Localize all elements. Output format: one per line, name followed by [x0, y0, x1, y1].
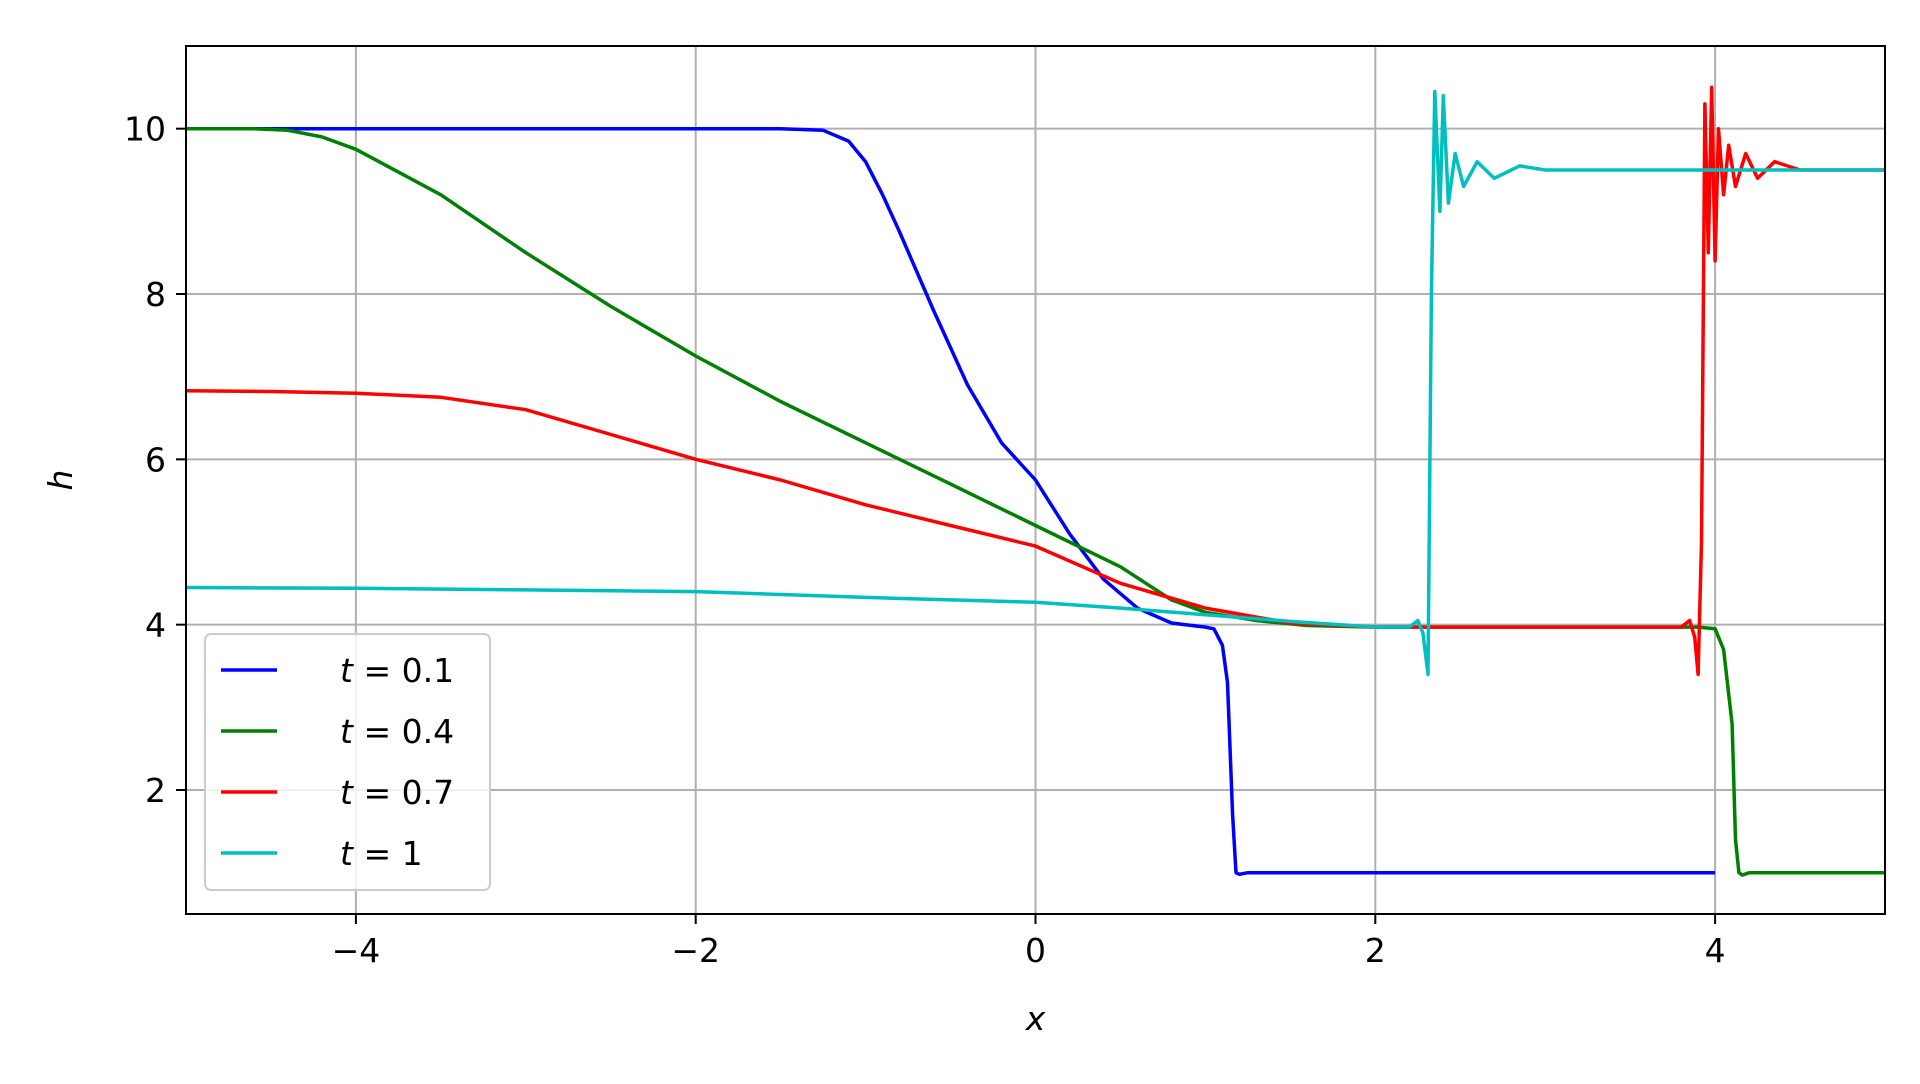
series-lines: [185, 85, 1885, 877]
legend-entry-label: t = 0.1: [340, 651, 454, 690]
x-tick-label: 2: [1365, 931, 1386, 970]
legend: t = 0.1 t = 0.4 t = 0.7 t = 1: [204, 633, 491, 891]
y-tick-label: 10: [124, 110, 166, 149]
legend-entry-label: t = 0.7: [340, 773, 454, 812]
series-line-2: [186, 126, 1885, 877]
legend-entry-label: t = 0.4: [340, 712, 454, 751]
series-line-4: [185, 89, 1885, 677]
y-axis-label: h: [41, 470, 80, 491]
axis-ticks: −4 −2 0 2 4 2 4 6 8 10: [124, 110, 1726, 970]
y-tick-label: 2: [145, 771, 166, 810]
x-tick-label: −4: [332, 931, 381, 970]
y-tick-label: 4: [145, 606, 166, 645]
legend-box: [204, 633, 491, 891]
legend-entry-label: t = 1: [340, 834, 423, 873]
x-tick-label: 4: [1705, 931, 1726, 970]
series-line-3: [185, 85, 1885, 677]
x-tick-label: 0: [1025, 931, 1046, 970]
x-axis-label: x: [1025, 999, 1046, 1038]
x-tick-label: −2: [671, 931, 720, 970]
y-tick-label: 8: [145, 275, 166, 314]
series-line-1: [186, 126, 1716, 877]
y-tick-label: 6: [145, 440, 166, 479]
